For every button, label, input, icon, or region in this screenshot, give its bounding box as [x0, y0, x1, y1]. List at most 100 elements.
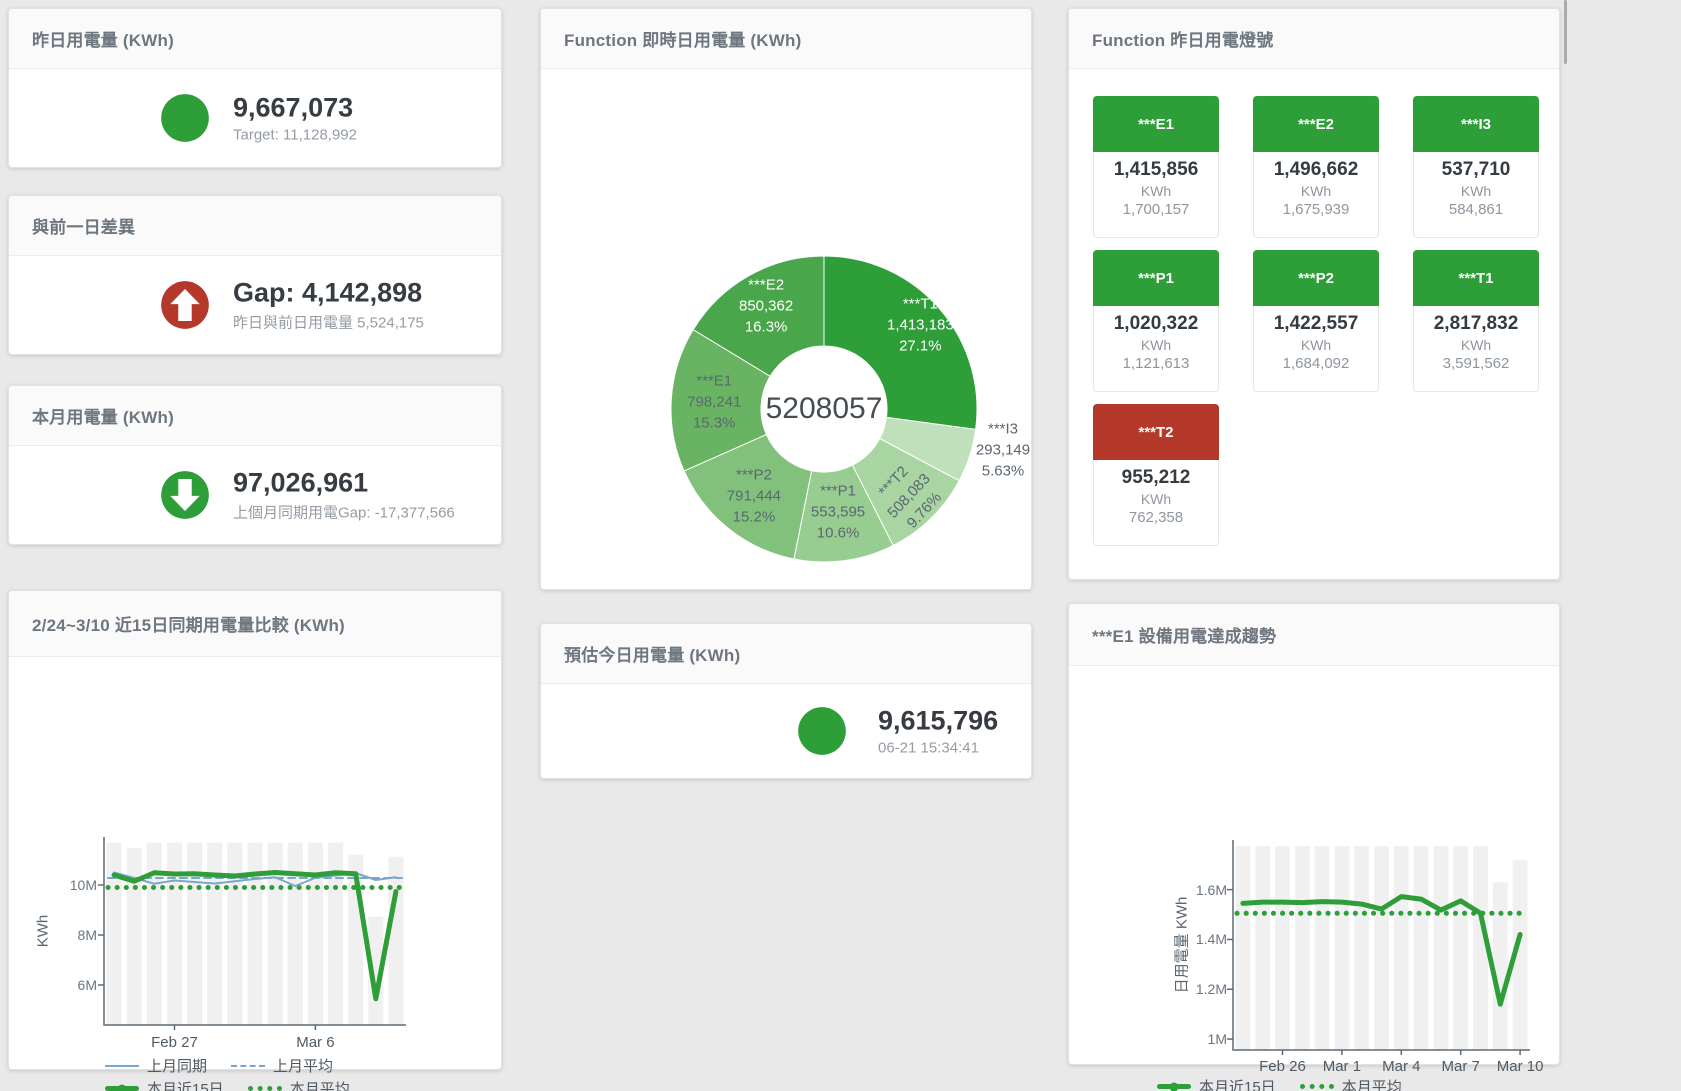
donut-slice-label: ***E1 798,241 15.3% [687, 370, 741, 433]
kpi-value: 9,615,796 [878, 705, 999, 736]
status-tile-T2[interactable]: ***T2 955,212 KWh 762,358 [1093, 404, 1219, 546]
card-yesterday-usage: 昨日用電量 (KWh) 9,667,073 Target: 11,128,992 [8, 8, 502, 168]
card-title: 預估今日用電量 (KWh) [564, 646, 741, 665]
legend-item[interactable]: 本月平均 [247, 1078, 350, 1091]
status-tile-body: 1,496,662 KWh 1,675,939 [1253, 152, 1379, 238]
legend-item[interactable]: 本月近15日 [1157, 1076, 1276, 1091]
card-header: 昨日用電量 (KWh) [9, 9, 501, 69]
legend-label: 本月近15日 [147, 1081, 224, 1091]
legend-item[interactable]: 上月同期 [105, 1055, 207, 1076]
card-status-lights: Function 昨日用電燈號 ***E1 1,415,856 KWh 1,700,1… [1068, 8, 1560, 580]
tile-name: ***T2 [1138, 423, 1174, 441]
status-circle-icon [796, 705, 848, 757]
x-axis-tick-label: Mar 10 [1496, 1058, 1544, 1075]
kpi-value: 9,667,073 [233, 92, 354, 123]
card-body: 97,026,961 上個月同期用電Gap: -17,377,566 [9, 446, 501, 544]
status-tiles-area: ***E1 1,415,856 KWh 1,700,157 ***E2 1,496,662… [1069, 69, 1559, 579]
card-title: ***E1 設備用電達成趨勢 [1092, 627, 1277, 646]
tile-value: 1,496,662 [1273, 159, 1359, 180]
x-axis-tick-label: Mar 4 [1382, 1058, 1421, 1075]
legend-item[interactable]: 本月平均 [1299, 1076, 1402, 1091]
status-tile-E2[interactable]: ***E2 1,496,662 KWh 1,675,939 [1253, 96, 1379, 238]
target-bar [207, 842, 223, 1025]
donut-label-value_label: 293,149 [975, 441, 1031, 459]
target-bar [1294, 846, 1310, 1050]
scrollbar-thumb[interactable] [1564, 0, 1567, 64]
kpi-value: 97,026,961 [233, 467, 369, 498]
card-title: 昨日用電量 (KWh) [32, 31, 174, 50]
donut-label-value_label: 850,362 [738, 297, 794, 315]
legend-row: 本月近15日 本月平均 [105, 1078, 374, 1091]
tile-target-value: 1,700,157 [1122, 201, 1190, 218]
target-bar [1354, 846, 1370, 1050]
donut-slice-E1[interactable] [670, 328, 771, 472]
legend-label: 本月近15日 [1199, 1079, 1276, 1091]
x-axis-tick-label: Mar 7 [1441, 1058, 1480, 1075]
target-bar [1235, 846, 1251, 1050]
legend-item[interactable]: 上月平均 [231, 1055, 333, 1076]
donut-slice-P2[interactable] [683, 433, 813, 560]
donut-slice-label: ***P2 791,444 15.2% [727, 465, 781, 528]
tile-target-value: 762,358 [1128, 509, 1184, 526]
status-tile-P2[interactable]: ***P2 1,422,557 KWh 1,684,092 [1253, 250, 1379, 392]
tile-unit: KWh [1140, 337, 1172, 353]
x-axis-tick-label: Feb 27 [151, 1034, 198, 1051]
donut-label-value_label: 798,241 [687, 393, 742, 411]
series-line [111, 870, 399, 1002]
x-axis-tick-label: Mar 1 [1322, 1058, 1362, 1075]
card-month-usage: 本月用電量 (KWh) 97,026,961 上個月同期用電Gap: -17,3… [8, 385, 502, 545]
donut-svg [670, 255, 978, 563]
card-header: ***E1 設備用電達成趨勢 [1069, 604, 1559, 666]
tile-target-value: 1,684,092 [1282, 355, 1350, 372]
tile-value: 955,212 [1121, 467, 1191, 488]
status-tile-body: 2,817,832 KWh 3,591,562 [1413, 306, 1539, 392]
x-axis-tick-label: Mar 6 [296, 1034, 335, 1051]
tile-name: ***I3 [1460, 115, 1492, 133]
target-bar [106, 842, 122, 1025]
card-compare-chart: 2/24~3/10 近15日同期用電量比較 (KWh) 6M 8M 10M Feb 2… [8, 590, 502, 1091]
tile-target-value: 1,675,939 [1282, 201, 1350, 218]
tile-unit: KWh [1140, 491, 1172, 507]
donut-slice-label: ***E2 850,362 16.3% [739, 275, 793, 338]
y-axis-title: 日用電量 KWh [1173, 896, 1191, 994]
donut-label-pct_label: 5.63% [981, 462, 1025, 480]
target-bar [307, 842, 323, 1025]
legend-thick-line-icon [105, 1084, 139, 1091]
card-header: Function 即時日用電量 (KWh) [541, 9, 1031, 69]
donut-label-value_label: 553,595 [810, 503, 866, 521]
target-bar [1492, 882, 1508, 1050]
status-tile-header: ***T2 [1093, 404, 1219, 460]
status-tile-P1[interactable]: ***P1 1,020,322 KWh 1,121,613 [1093, 250, 1219, 392]
legend-item[interactable]: 本月近15日 [105, 1078, 224, 1091]
legend-dashed-line-icon [231, 1064, 266, 1067]
donut-label-name: ***T1 [902, 295, 938, 313]
status-tile-header: ***E2 [1253, 96, 1379, 152]
target-bar [368, 916, 384, 1025]
card-body: 9,667,073 Target: 11,128,992 [9, 69, 501, 167]
card-header: 預估今日用電量 (KWh) [541, 624, 1031, 684]
target-bar [1374, 846, 1389, 1050]
tile-target-value: 3,591,562 [1442, 355, 1510, 372]
status-tile-header: ***P2 [1253, 250, 1379, 306]
kpi-subtext: 06-21 15:34:41 [878, 739, 979, 757]
status-tile-E1[interactable]: ***E1 1,415,856 KWh 1,700,157 [1093, 96, 1219, 238]
target-bar [146, 842, 162, 1025]
status-tile-T1[interactable]: ***T1 2,817,832 KWh 3,591,562 [1413, 250, 1539, 392]
status-tile-body: 1,020,322 KWh 1,121,613 [1093, 306, 1219, 392]
donut-slice-T1[interactable] [823, 255, 978, 430]
donut-slice-E2[interactable] [692, 255, 825, 377]
status-tile-body: 1,422,557 KWh 1,684,092 [1253, 306, 1379, 392]
card-header: Function 昨日用電燈號 [1069, 9, 1559, 69]
donut-chart-area: ***T1 1,413,183 27.1% ***I3 293,149 5.63% ***T… [541, 129, 1031, 651]
tile-unit: KWh [1300, 337, 1332, 353]
donut-label-value_label: 791,444 [726, 487, 782, 505]
target-bar [1275, 846, 1290, 1050]
target-bar [1473, 846, 1488, 1050]
donut-label-pct_label: 15.3% [692, 414, 736, 432]
card-title: 本月用電量 (KWh) [32, 408, 174, 427]
status-tile-header: ***E1 [1093, 96, 1219, 152]
y-axis-tick-label: 8M [77, 927, 97, 943]
target-bar [1433, 846, 1449, 1050]
status-tile-I3[interactable]: ***I3 537,710 KWh 584,861 [1413, 96, 1539, 238]
